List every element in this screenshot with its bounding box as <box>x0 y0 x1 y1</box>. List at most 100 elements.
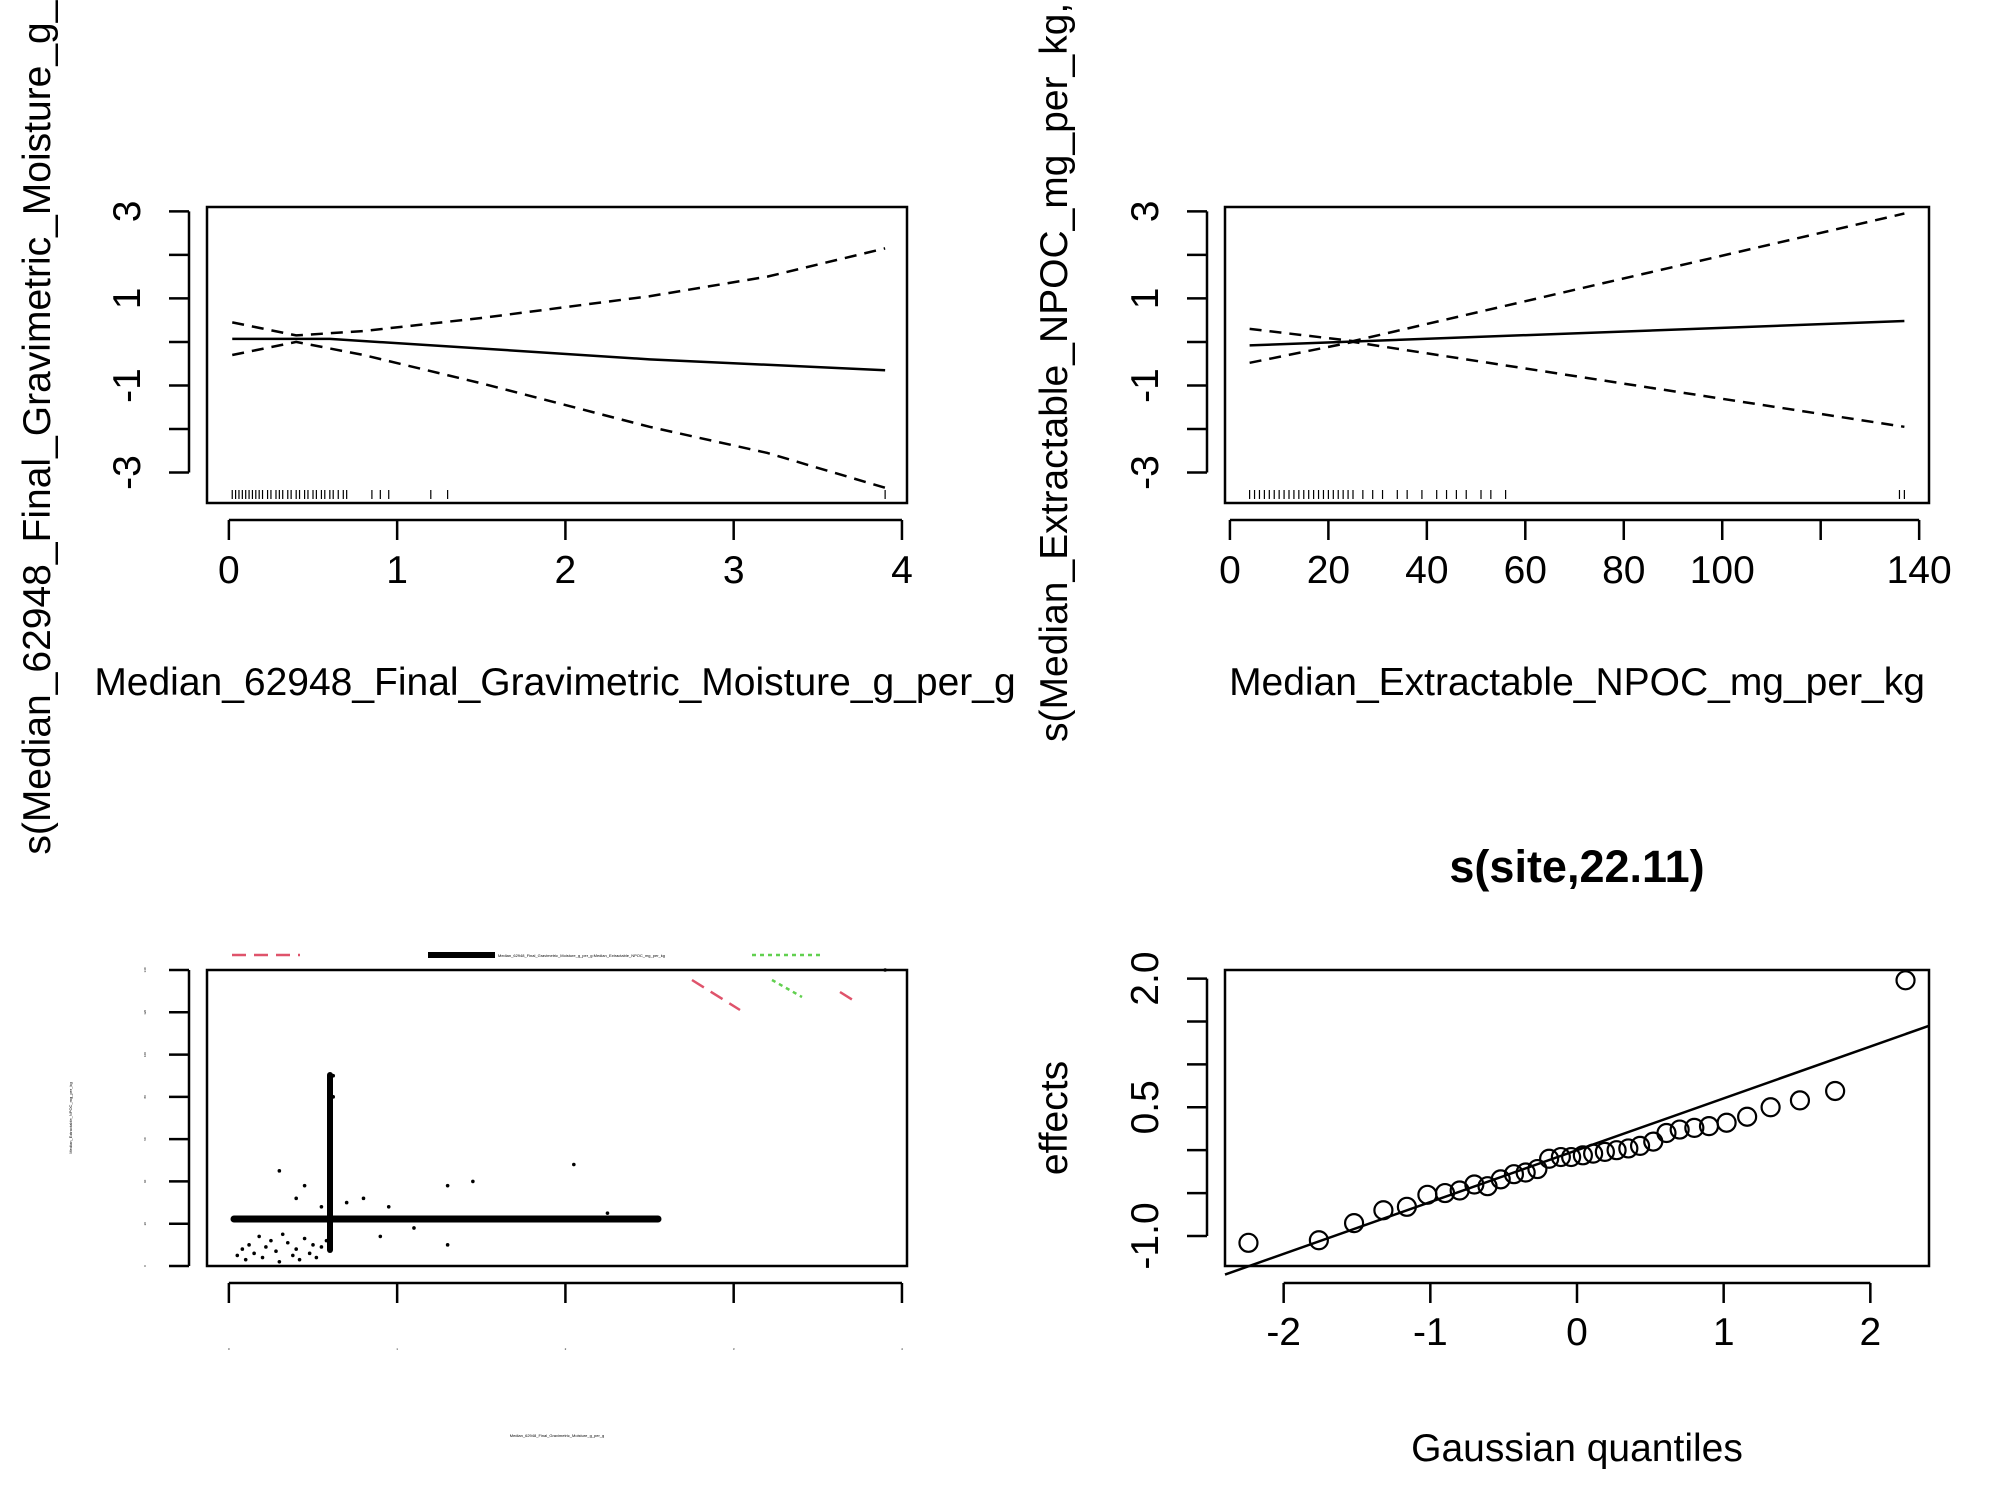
legend-text: Median_62948_Final_Gravimetric_Moisture_… <box>498 953 665 958</box>
qq-point <box>1396 1196 1417 1217</box>
plot-box <box>205 205 909 505</box>
y-tick-label: 0.5 <box>1124 1080 1167 1134</box>
x-axis-label: Gaussian quantiles <box>1411 1427 1743 1470</box>
panel-title: s(site,22.11) <box>1449 841 1704 892</box>
contour-red <box>839 990 857 1004</box>
data-point <box>331 1095 336 1099</box>
x-tick-label: 4 <box>901 1347 903 1351</box>
scatter-points <box>235 968 887 1264</box>
contour-green <box>771 978 803 999</box>
y-axis-label: effects <box>1033 1061 1076 1175</box>
x-tick-label: 2 <box>1859 1311 1881 1354</box>
x-tick-label: 0 <box>1219 549 1241 592</box>
y-tick-label: -1 <box>1124 368 1167 403</box>
y-axis: -1.0 0.5 2.0 <box>1124 951 1209 1270</box>
qq-point <box>1343 1213 1365 1234</box>
y-tick-label: -1.0 <box>1124 1202 1167 1269</box>
y-tick-label: 120 <box>143 1009 147 1014</box>
qq-point <box>1527 1158 1548 1180</box>
qq-point <box>1550 1146 1571 1168</box>
x-tick-label: 3 <box>733 1347 735 1351</box>
data-point <box>247 1243 251 1247</box>
panel-npoc-smooth: 0 20 40 60 80 100 140 -3 -1 1 3 Median_Extractabl… <box>1033 0 1952 742</box>
x-tick-label: 4 <box>891 549 913 592</box>
data-point <box>294 1247 298 1251</box>
y-tick-label: 1 <box>1124 288 1167 310</box>
data-point <box>285 1240 290 1245</box>
data-point <box>311 1243 315 1247</box>
data-point <box>361 1196 366 1201</box>
x-tick-label: -1 <box>1413 1311 1448 1354</box>
data-point <box>252 1251 256 1256</box>
data-point <box>344 1200 349 1205</box>
y-axis: 0 20 40 60 80 100 120 140 <box>143 967 191 1268</box>
qq-point <box>1684 1117 1705 1138</box>
data-point <box>328 1147 332 1152</box>
data-point <box>324 1238 329 1243</box>
data-point <box>883 968 887 972</box>
qq-point <box>1594 1141 1615 1162</box>
y-axis-label: s(Median_Extractable_NPOC_mg_per_kg,1) <box>1033 0 1076 742</box>
qq-point <box>1760 1097 1781 1118</box>
x-tick-label: 1 <box>386 549 408 592</box>
x-tick-label: 1 <box>396 1347 398 1351</box>
x-tick-label: 60 <box>1504 549 1547 592</box>
y-tick-label: 100 <box>143 1052 147 1057</box>
data-point <box>260 1255 265 1260</box>
qq-point <box>1464 1174 1485 1195</box>
y-tick-label: 3 <box>1124 201 1167 223</box>
data-point <box>280 1232 285 1237</box>
data-point <box>277 1169 282 1173</box>
data-point <box>319 1205 324 1209</box>
rug-marks <box>1249 490 1905 499</box>
qq-point <box>1825 1080 1846 1102</box>
y-axis: -3 -1 1 3 <box>106 201 191 490</box>
x-tick-label: 40 <box>1405 549 1448 592</box>
data-point <box>240 1247 245 1251</box>
smooth-curves <box>1249 212 1905 429</box>
qq-point <box>1618 1138 1639 1159</box>
qq-point <box>1629 1135 1651 1156</box>
y-tick-label: 1 <box>106 288 149 310</box>
qq-point <box>1434 1182 1456 1204</box>
qq-point <box>1669 1119 1690 1140</box>
lower-curve <box>1249 340 1905 429</box>
qq-point <box>1539 1148 1560 1169</box>
y-tick-label: -3 <box>1124 455 1167 490</box>
rug-marks <box>231 490 886 499</box>
data-point <box>412 1226 416 1230</box>
upper-curve <box>231 247 886 337</box>
data-point <box>264 1245 268 1249</box>
x-axis-label: Median_Extractable_NPOC_mg_per_kg <box>1229 661 1925 704</box>
y-axis-label: s(Median_62948_Final_Gravimetric_Moistur… <box>16 0 59 855</box>
x-tick-label: 2 <box>565 1347 567 1351</box>
qq-point <box>1561 1146 1582 1168</box>
fit-curve <box>232 337 886 372</box>
y-tick-label: 0 <box>143 1265 147 1267</box>
upper-curve <box>1249 212 1905 343</box>
data-point <box>277 1259 282 1264</box>
data-point <box>297 1257 302 1262</box>
data-point <box>378 1234 383 1239</box>
x-tick-label: 0 <box>218 549 240 592</box>
x-axis-label: Median_62948_Final_Gravimetric_Moisture_… <box>94 661 1015 704</box>
data-point <box>370 1217 374 1222</box>
data-point <box>243 1257 248 1262</box>
x-tick-label: 0 <box>1566 1311 1588 1354</box>
y-tick-label: 3 <box>106 201 149 223</box>
qq-point <box>1572 1145 1593 1166</box>
data-point <box>257 1234 261 1239</box>
plot-box <box>205 968 909 1268</box>
qq-point <box>1895 970 1916 991</box>
y-tick-label: -3 <box>106 455 149 490</box>
data-point <box>235 1253 240 1258</box>
data-point <box>302 1236 307 1241</box>
qq-point <box>1238 1232 1259 1253</box>
y-tick-label: 20 <box>143 1222 147 1226</box>
x-tick-label: 2 <box>555 549 577 592</box>
contour-red <box>691 978 741 1012</box>
panel-interaction-scatter: Median_62948_Final_Gravimetric_Moisture_… <box>68 952 909 1438</box>
qq-point <box>1515 1162 1536 1183</box>
x-axis: 0 20 40 60 80 100 140 <box>1219 518 1952 592</box>
